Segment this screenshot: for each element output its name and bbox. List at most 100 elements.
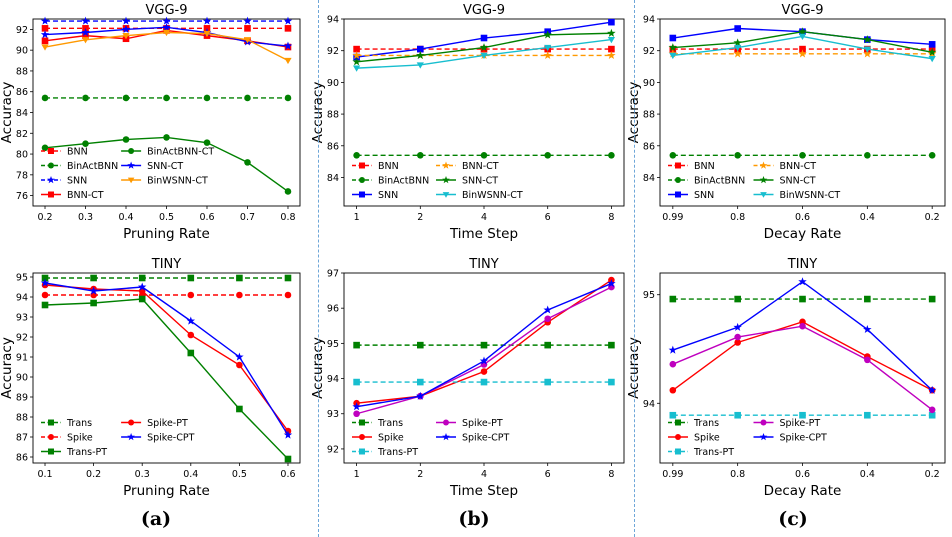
legend-entry: Trans [377,418,403,429]
square-marker [359,191,365,198]
legend-entry: Trans-PT [66,447,107,458]
circle-marker [122,94,130,102]
panel-separator [318,0,319,537]
y-tick-label: 88 [643,110,655,121]
circle-marker [675,177,681,183]
square-marker [675,448,681,455]
legend-entry: Spike-CPT [780,433,827,444]
circle-marker [41,291,49,299]
panel-label-a: (a) [140,508,172,530]
circle-marker [799,322,806,330]
x-axis-label: Time Step [449,483,518,499]
series-binactbnn [669,151,936,159]
circle-marker [359,434,365,440]
square-marker [799,45,806,53]
square-marker [236,274,243,282]
x-tick-label: 0.8 [280,212,295,223]
triangle-marker [243,37,252,44]
square-marker [608,341,615,349]
triangle-marker [607,36,616,44]
star-marker [607,50,616,60]
legend-entry: SNN [378,190,398,201]
chart-title: VGG-9 [145,3,187,18]
star-marker [89,286,98,295]
x-tick-label: 0.4 [860,469,875,480]
triangle-marker [442,192,450,198]
y-tick-label: 88 [327,110,339,121]
triangle-marker [122,32,130,40]
x-tick-label: 0.2 [37,212,52,223]
triangle-marker [81,37,90,44]
star-marker [798,27,807,36]
circle-marker [203,94,211,102]
triangle-marker [352,65,361,72]
y-tick-label: 90 [643,78,655,89]
y-tick-label: 97 [327,269,339,280]
legend-entry: BinActBNN [694,176,745,187]
circle-marker [353,151,360,159]
y-tick-label: 90 [16,46,28,57]
series-binactbnn-ct [41,134,292,195]
star-marker [442,175,450,184]
x-tick-label: 0.6 [199,212,214,223]
triangle-marker [734,44,742,52]
square-marker [359,419,365,426]
square-marker [799,295,806,303]
panel-label-b: (b) [458,508,490,530]
circle-marker [608,151,615,159]
star-marker [283,430,293,439]
legend-entry: SNN-CT [147,161,183,172]
y-tick-label: 95 [643,290,655,301]
star-marker [733,38,742,47]
legend-entry: BinWSNN-CT [780,190,841,201]
chart-title: TINY [468,257,498,272]
circle-marker [187,331,195,339]
star-marker [543,30,552,39]
star-marker [40,278,50,287]
star-marker [162,16,171,25]
legend: BNN BinActBNN SNN BNN-CT SNN-CT BinWSNN-CT [352,161,523,201]
circle-marker [353,410,360,418]
series-snn [40,16,293,25]
x-tick-label: 0.7 [240,212,255,223]
series-binactbnn [41,94,292,102]
circle-marker [669,360,677,368]
legend-entry: BinActBNN [67,161,118,172]
square-marker [359,448,365,455]
star-marker [127,161,135,169]
x-tick-label: 8 [608,212,614,223]
y-tick-label: 94 [643,15,655,26]
star-marker [137,282,147,291]
star-marker [186,316,196,325]
y-axis-label: Accuracy [0,82,15,144]
square-marker [417,341,424,349]
legend-entry: Spike [378,433,404,444]
star-marker [202,16,212,25]
star-marker [863,49,872,58]
square-marker [608,45,615,53]
triangle-marker [798,33,807,41]
star-marker [442,161,450,169]
star-marker [416,391,425,400]
series-binactbnn [353,151,615,159]
y-tick-label: 78 [16,170,28,181]
y-tick-label: 80 [16,150,28,161]
circle-marker [163,134,170,141]
legend: BNN BinActBNN SNN BNN-CT BinActBNN-CT SNN-CT B… [41,147,214,201]
triangle-marker [544,44,552,52]
square-marker [480,34,488,42]
series-line [44,284,289,432]
square-marker [669,411,677,419]
x-tick-label: 0.4 [118,212,133,223]
series-binwsnn-ct [41,29,292,65]
square-marker [480,378,488,386]
triangle-marker [203,30,211,38]
square-marker [48,191,54,198]
x-tick-label: 0.2 [86,469,101,480]
x-tick-label: 0.3 [78,212,93,223]
legend: Trans Spike Trans-PT Spike-PT Spike-CPT [352,418,509,458]
y-tick-label: 84 [327,173,339,184]
square-marker [41,274,49,282]
star-marker [47,175,55,184]
triangle-marker [41,44,49,51]
